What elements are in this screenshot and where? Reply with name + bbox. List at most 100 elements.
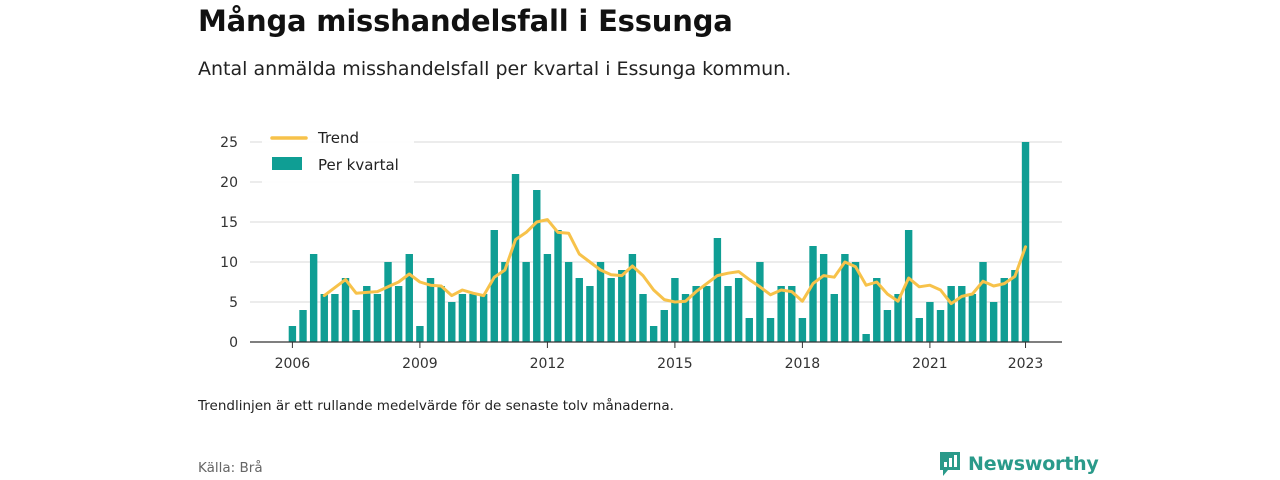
bar bbox=[703, 286, 711, 342]
bar bbox=[639, 294, 647, 342]
bar bbox=[416, 326, 424, 342]
bar bbox=[660, 310, 668, 342]
y-tick-label: 20 bbox=[220, 175, 238, 191]
bar bbox=[384, 262, 392, 342]
chart-title: Många misshandelsfall i Essunga bbox=[198, 4, 733, 38]
bar bbox=[363, 286, 371, 342]
bar bbox=[373, 294, 382, 342]
bar bbox=[448, 302, 456, 342]
bar bbox=[862, 334, 870, 342]
bar bbox=[437, 286, 445, 342]
legend-background bbox=[262, 124, 414, 184]
bar bbox=[830, 294, 838, 342]
bar bbox=[894, 294, 902, 342]
bar bbox=[1021, 142, 1030, 342]
trend-line bbox=[322, 218, 1028, 306]
legend-bar-swatch bbox=[272, 157, 302, 170]
footnote: Trendlinjen är ett rullande medelvärde f… bbox=[198, 398, 674, 414]
bar bbox=[554, 230, 562, 342]
bar bbox=[681, 294, 690, 342]
x-tick-label: 2021 bbox=[912, 356, 948, 372]
bar bbox=[766, 318, 775, 342]
x-tick-label: 2012 bbox=[530, 356, 566, 372]
bar bbox=[904, 230, 913, 342]
bar bbox=[596, 262, 605, 342]
bar bbox=[756, 262, 764, 342]
bar bbox=[288, 326, 297, 342]
bar bbox=[979, 262, 987, 342]
bar bbox=[479, 294, 488, 342]
bar bbox=[947, 286, 955, 342]
legend: Trend Per kvartal bbox=[262, 124, 414, 184]
brand-name: Newsworthy bbox=[968, 453, 1099, 475]
legend-bar-label: Per kvartal bbox=[318, 156, 399, 174]
x-tick-label: 2018 bbox=[785, 356, 821, 372]
bar bbox=[511, 174, 520, 342]
chart-subtitle: Antal anmälda misshandelsfall per kvarta… bbox=[198, 58, 792, 80]
bar bbox=[777, 286, 785, 342]
bar bbox=[501, 262, 509, 342]
bar bbox=[564, 262, 573, 342]
bar bbox=[936, 310, 945, 342]
bar bbox=[989, 302, 998, 342]
bar bbox=[788, 286, 796, 342]
bar bbox=[352, 310, 360, 342]
bar bbox=[841, 254, 849, 342]
x-tick-label: 2009 bbox=[402, 356, 438, 372]
bar bbox=[958, 286, 966, 342]
bar-series bbox=[288, 142, 1030, 342]
legend-trend-label: Trend bbox=[317, 129, 359, 147]
trend-series bbox=[322, 218, 1028, 306]
newsworthy-icon bbox=[940, 452, 960, 476]
brand-logo: Newsworthy bbox=[938, 450, 1099, 478]
y-tick-label: 15 bbox=[220, 215, 238, 231]
bar bbox=[586, 286, 594, 342]
bar bbox=[533, 190, 541, 342]
x-tick-label: 2006 bbox=[275, 356, 311, 372]
bar bbox=[543, 254, 552, 342]
bar bbox=[331, 294, 339, 342]
bar bbox=[745, 318, 753, 342]
x-tick-label: 2023 bbox=[1008, 356, 1044, 372]
bar bbox=[798, 318, 807, 342]
bar bbox=[469, 294, 477, 342]
y-tick-label: 5 bbox=[229, 295, 238, 311]
bar bbox=[607, 278, 615, 342]
bar bbox=[819, 254, 828, 342]
bar bbox=[320, 294, 328, 342]
bar bbox=[724, 286, 732, 342]
bar bbox=[309, 254, 318, 342]
bar bbox=[692, 286, 700, 342]
bar bbox=[873, 278, 881, 342]
bar bbox=[522, 262, 530, 342]
bar bbox=[458, 294, 467, 342]
bar bbox=[851, 262, 860, 342]
bar bbox=[671, 278, 679, 342]
bar bbox=[405, 254, 413, 342]
bar bbox=[628, 254, 637, 342]
bar bbox=[713, 238, 722, 342]
y-tick-label: 0 bbox=[229, 335, 238, 351]
bar bbox=[341, 278, 350, 342]
bar bbox=[926, 302, 934, 342]
x-axis: 2006 2009 2012 2015 2018 2021 2023 bbox=[250, 341, 1062, 372]
y-tick-label: 25 bbox=[220, 135, 238, 151]
source-label: Källa: Brå bbox=[198, 460, 263, 476]
x-tick-label: 2015 bbox=[657, 356, 693, 372]
bar bbox=[883, 310, 892, 342]
y-tick-label: 10 bbox=[220, 255, 238, 271]
bar bbox=[968, 294, 977, 342]
bar bbox=[915, 318, 923, 342]
bar bbox=[809, 246, 817, 342]
bar bbox=[1000, 278, 1008, 342]
bar bbox=[299, 310, 307, 342]
bar bbox=[575, 278, 583, 342]
bar bbox=[618, 270, 626, 342]
bar bbox=[490, 230, 498, 342]
bar bbox=[394, 286, 403, 342]
bar bbox=[1011, 270, 1019, 342]
bar bbox=[426, 278, 435, 342]
bar bbox=[734, 278, 743, 342]
bar bbox=[649, 326, 658, 342]
